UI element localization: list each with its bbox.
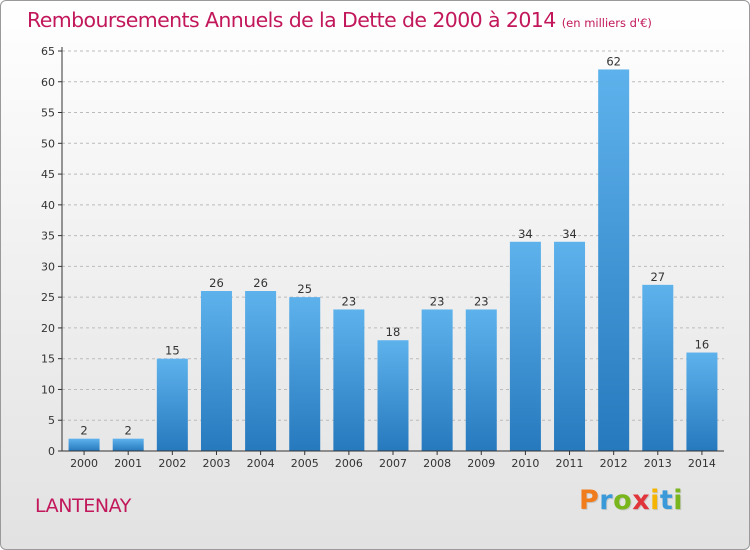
x-tick-label: 2003 bbox=[202, 457, 230, 470]
bar-value-label: 26 bbox=[209, 276, 224, 290]
x-tick-label: 2005 bbox=[291, 457, 319, 470]
y-tick-label: 5 bbox=[48, 414, 55, 427]
bar-value-label: 2 bbox=[125, 424, 132, 438]
city-name: LANTENAY bbox=[35, 495, 131, 517]
bar-value-label: 2 bbox=[80, 424, 87, 438]
y-tick-label: 60 bbox=[41, 76, 55, 89]
x-tick-label: 2000 bbox=[70, 457, 98, 470]
logo-letter: i bbox=[650, 485, 660, 516]
x-tick-label: 2012 bbox=[600, 457, 628, 470]
bar bbox=[421, 309, 453, 451]
bar-value-label: 62 bbox=[606, 54, 621, 68]
bar bbox=[598, 69, 630, 452]
bar bbox=[686, 352, 718, 451]
bar-value-label: 23 bbox=[430, 294, 445, 308]
bar bbox=[554, 241, 586, 451]
bar bbox=[642, 284, 674, 451]
x-tick-label: 2006 bbox=[335, 457, 363, 470]
bar bbox=[245, 291, 277, 451]
y-tick-label: 35 bbox=[41, 230, 55, 243]
bar bbox=[112, 438, 144, 451]
bar-value-label: 34 bbox=[518, 227, 533, 241]
bar-value-label: 18 bbox=[386, 325, 401, 339]
x-tick-label: 2001 bbox=[114, 457, 142, 470]
title-row: Remboursements Annuels de la Dette de 20… bbox=[27, 8, 652, 32]
x-tick-label: 2014 bbox=[688, 457, 716, 470]
x-tick-label: 2008 bbox=[423, 457, 451, 470]
bar bbox=[333, 309, 365, 451]
y-tick-label: 20 bbox=[41, 322, 55, 335]
chart-title: Remboursements Annuels de la Dette de 20… bbox=[27, 8, 556, 32]
x-tick-label: 2009 bbox=[467, 457, 495, 470]
proxiti-logo: Proxiti bbox=[579, 485, 683, 516]
bar-value-label: 27 bbox=[650, 270, 665, 284]
y-tick-label: 55 bbox=[41, 107, 55, 120]
y-tick-label: 10 bbox=[41, 383, 55, 396]
y-tick-label: 65 bbox=[41, 45, 55, 58]
bar bbox=[377, 340, 409, 451]
x-tick-label: 2010 bbox=[511, 457, 539, 470]
bar bbox=[509, 241, 541, 451]
bar bbox=[289, 297, 321, 451]
bar-value-label: 25 bbox=[297, 282, 312, 296]
logo-letter: x bbox=[632, 485, 651, 516]
bar bbox=[465, 309, 497, 451]
x-tick-label: 2002 bbox=[158, 457, 186, 470]
logo-letter: P bbox=[579, 485, 600, 516]
logo-letter: t bbox=[659, 485, 674, 516]
y-tick-label: 45 bbox=[41, 168, 55, 181]
x-tick-label: 2011 bbox=[556, 457, 584, 470]
chart-subtitle: (en milliers d'€) bbox=[561, 16, 652, 30]
bar bbox=[68, 438, 100, 451]
bar-value-label: 23 bbox=[474, 294, 489, 308]
logo-letter: r bbox=[599, 485, 614, 516]
x-tick-label: 2013 bbox=[644, 457, 672, 470]
y-tick-label: 40 bbox=[41, 199, 55, 212]
y-tick-label: 25 bbox=[41, 291, 55, 304]
bar-value-label: 26 bbox=[253, 276, 268, 290]
x-tick-label: 2004 bbox=[247, 457, 275, 470]
y-tick-label: 15 bbox=[41, 353, 55, 366]
x-tick-label: 2007 bbox=[379, 457, 407, 470]
bar-value-label: 16 bbox=[695, 338, 710, 352]
y-tick-label: 50 bbox=[41, 137, 55, 150]
bar bbox=[200, 291, 232, 451]
bar bbox=[156, 358, 188, 451]
logo-letter: o bbox=[613, 485, 633, 516]
bar-value-label: 23 bbox=[342, 294, 357, 308]
bar-value-label: 15 bbox=[165, 344, 180, 358]
bar-value-label: 34 bbox=[562, 227, 577, 241]
y-tick-label: 30 bbox=[41, 260, 55, 273]
y-tick-label: 0 bbox=[48, 445, 55, 458]
logo-letter: i bbox=[673, 485, 684, 516]
